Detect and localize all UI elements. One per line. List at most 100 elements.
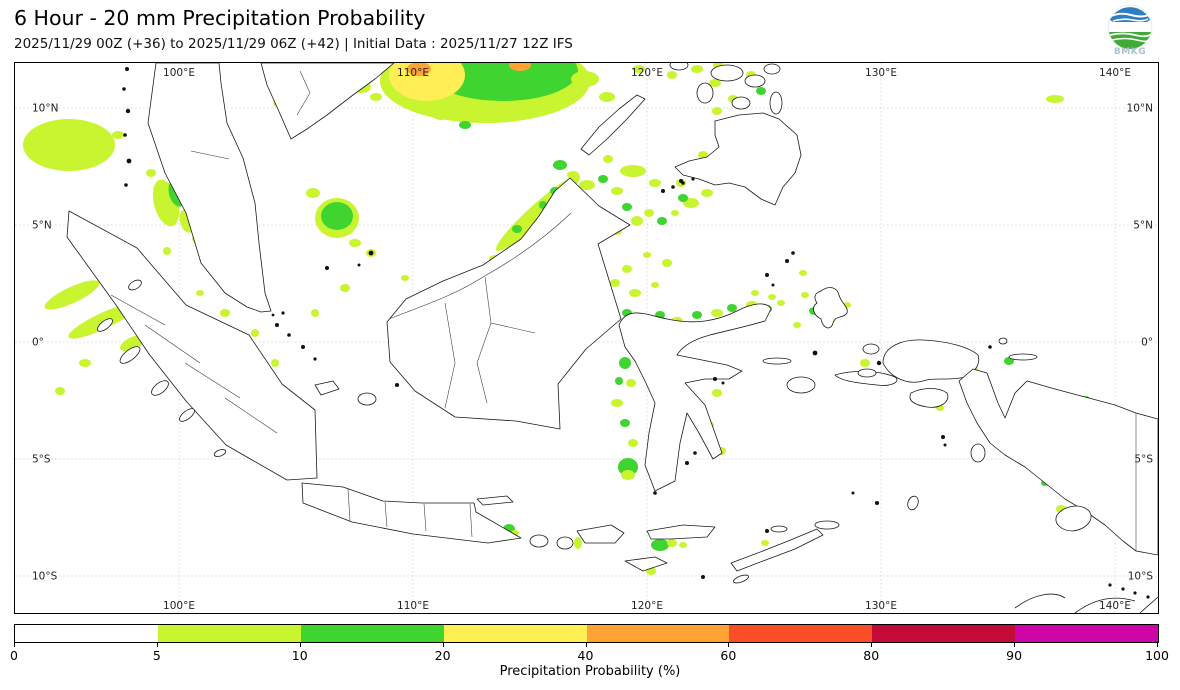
precip-patch xyxy=(55,387,65,395)
colorbar-tick-label: 0 xyxy=(10,648,18,663)
weather-map: 100°E 100°E 110°E 110°E 120°E 120°E 130°E 130°E… xyxy=(14,62,1159,614)
precip-patch xyxy=(621,470,635,480)
lat-label-left: 10°S xyxy=(32,571,58,583)
precip-patch xyxy=(761,540,769,546)
colorbar-tick-label: 5 xyxy=(152,648,161,663)
small-island-specks xyxy=(122,67,1150,599)
precip-patch xyxy=(611,399,623,407)
precip-patch xyxy=(679,542,687,548)
precip-patch xyxy=(370,93,382,101)
map-gridlines xyxy=(15,63,1158,613)
precip-patch xyxy=(1046,95,1064,103)
colorbar-segment xyxy=(586,625,730,642)
precip-patch xyxy=(163,247,171,255)
colorbar-tick-label: 80 xyxy=(863,648,880,663)
colorbar-tick-label: 90 xyxy=(1006,648,1023,663)
colorbar-segment xyxy=(872,625,1016,642)
precip-patch xyxy=(644,209,654,217)
lon-label-bottom: 130°E xyxy=(865,600,897,612)
precip-patch xyxy=(567,171,579,179)
precip-patch xyxy=(651,282,659,288)
precip-patch xyxy=(44,280,100,310)
precip-patch xyxy=(571,71,599,87)
colorbar-title: Precipitation Probability (%) xyxy=(499,664,681,679)
precip-patch xyxy=(574,537,582,549)
precip-patch xyxy=(349,239,361,247)
precip-patch xyxy=(622,203,632,211)
lat-label-right: 0° xyxy=(1141,337,1153,349)
lat-label-right: 5°S xyxy=(1134,454,1153,466)
colorbar-tick xyxy=(156,643,158,647)
precip-patch xyxy=(68,303,138,339)
lon-label-bottom: 110°E xyxy=(397,600,429,612)
precip-patch xyxy=(651,539,669,551)
precip-patch xyxy=(611,187,623,195)
precip-patch xyxy=(678,194,688,202)
precip-patch xyxy=(23,119,115,171)
precip-patch xyxy=(146,169,156,177)
precip-patch xyxy=(553,160,567,170)
lon-label-bottom: 100°E xyxy=(163,600,195,612)
colorbar-tick xyxy=(728,643,730,647)
precip-patch xyxy=(860,359,870,367)
coastlines xyxy=(66,63,1158,613)
precip-patch xyxy=(401,275,409,281)
lon-label-bottom: 140°E xyxy=(1099,600,1131,612)
precip-patch xyxy=(509,63,531,71)
precip-patch xyxy=(196,290,204,296)
precip-patch xyxy=(407,63,431,76)
precip-patch xyxy=(598,175,608,183)
lon-label-bottom: 120°E xyxy=(631,600,663,612)
precip-patch xyxy=(622,265,632,273)
lon-label-top: 100°E xyxy=(163,67,195,79)
colorbar-tick-label: 100 xyxy=(1145,648,1169,663)
colorbar-segment xyxy=(729,625,873,642)
colorbar-tick xyxy=(1014,643,1016,647)
lat-label-left: 0° xyxy=(32,337,44,349)
precip-patch xyxy=(751,290,759,296)
colorbar-tick-label: 60 xyxy=(720,648,737,663)
lon-label-top: 130°E xyxy=(865,67,897,79)
lat-label-right: 10°S xyxy=(1128,571,1154,583)
precip-patch xyxy=(619,357,631,369)
precip-patch xyxy=(683,198,699,208)
precip-patch xyxy=(599,92,615,102)
precip-patch xyxy=(579,180,595,190)
precip-patch xyxy=(671,210,679,216)
page-subtitle: 2025/11/29 00Z (+36) to 2025/11/29 06Z (… xyxy=(14,36,573,52)
colorbar-tick-label: 20 xyxy=(434,648,451,663)
precip-patch xyxy=(626,379,636,387)
precip-patch xyxy=(711,309,723,317)
precip-patch xyxy=(620,419,630,427)
precip-patch xyxy=(311,309,319,317)
lon-label-top: 110°E xyxy=(397,67,429,79)
precip-patch xyxy=(633,65,645,73)
precip-patch xyxy=(692,311,702,319)
precip-patch xyxy=(657,217,667,225)
colorbar-segment xyxy=(15,625,158,642)
precip-patch xyxy=(777,300,785,306)
precip-patch xyxy=(306,188,320,198)
lat-label-left: 5°N xyxy=(32,220,52,232)
precip-patch xyxy=(629,289,641,297)
map-svg: 100°E 100°E 110°E 110°E 120°E 120°E 130°E 130°E… xyxy=(15,63,1158,613)
precip-patch xyxy=(643,252,651,258)
precip-patch xyxy=(79,359,91,367)
precip-patch xyxy=(667,539,677,547)
precip-patch xyxy=(793,322,801,328)
colorbar-tick-label: 40 xyxy=(577,648,594,663)
axis-labels: 100°E 100°E 110°E 110°E 120°E 120°E 130°E 130°E… xyxy=(32,67,1153,612)
lat-label-right: 10°N xyxy=(1127,103,1153,115)
precip-patch xyxy=(756,87,766,95)
precip-patch xyxy=(433,110,449,120)
lon-label-top: 140°E xyxy=(1099,67,1131,79)
lat-label-left: 5°S xyxy=(32,454,51,466)
colorbar-tick xyxy=(442,643,444,647)
colorbar-tick xyxy=(299,643,301,647)
colorbar xyxy=(14,624,1159,643)
precip-patch xyxy=(691,65,703,73)
precip-patch xyxy=(389,63,465,101)
precip-patch xyxy=(799,270,807,276)
precip-patch xyxy=(649,179,661,187)
precip-patch xyxy=(662,259,672,267)
